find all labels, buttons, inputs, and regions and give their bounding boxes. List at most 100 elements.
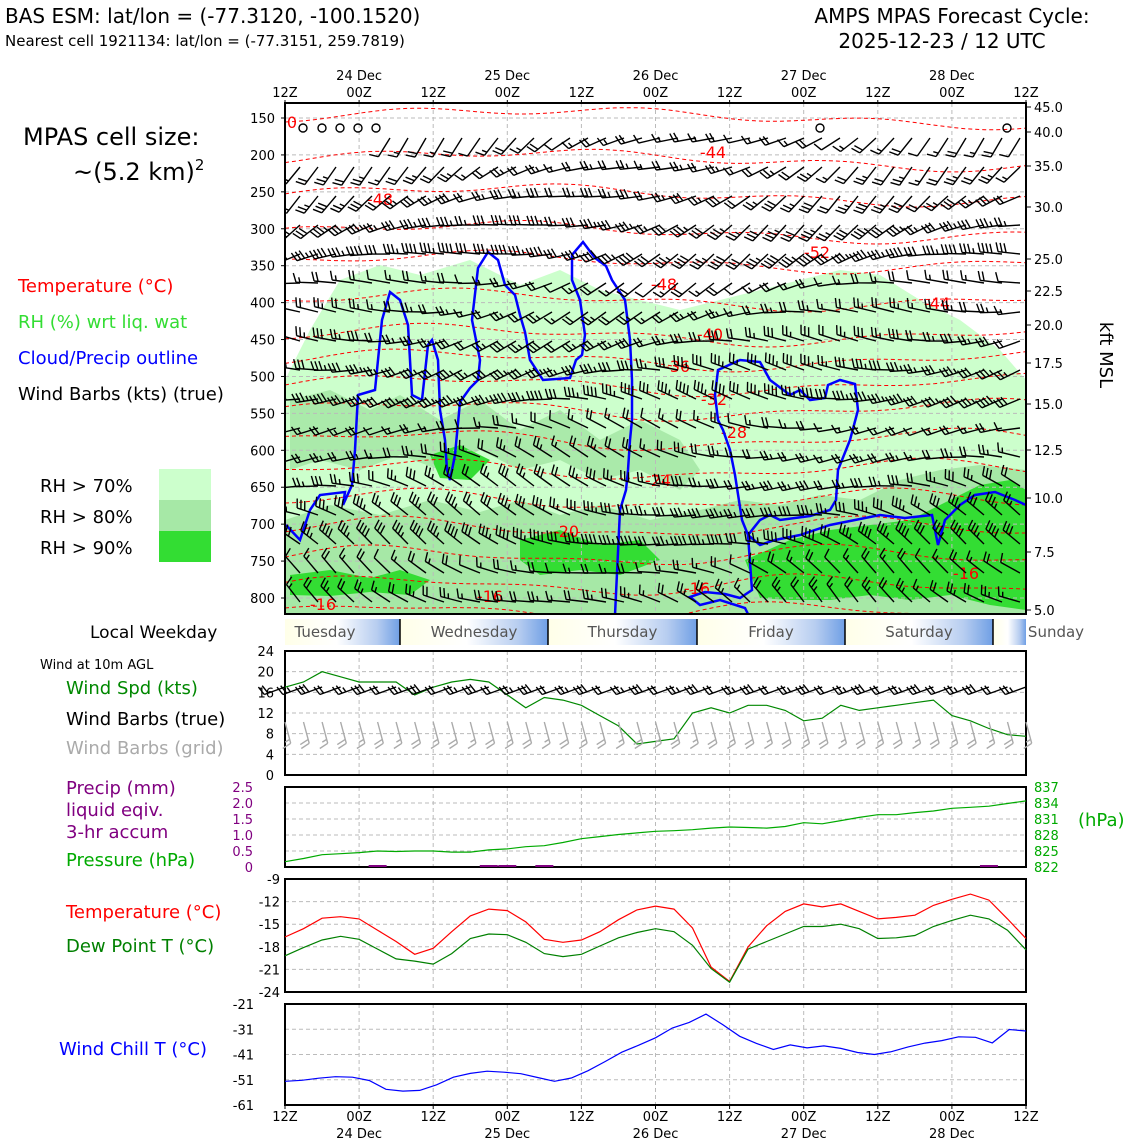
wind-barb-grid (1023, 721, 1033, 750)
profile-wind-barb (498, 463, 517, 487)
profile-wind-barb (362, 222, 391, 233)
profile-wind-barb (452, 340, 481, 351)
profile-wind-barb (543, 137, 571, 151)
profile-wind-barb (842, 548, 859, 574)
profile-wind-barb (722, 166, 751, 176)
profile-wind-barb (733, 577, 751, 603)
legend-rh70: RH > 70% (40, 476, 133, 497)
profile-wind-barb (975, 217, 1003, 229)
profile-wind-barb (580, 311, 607, 326)
profile-wind-barb (815, 224, 841, 242)
profile-wind-barb (938, 425, 967, 436)
chill-tick-label: -21 (233, 998, 254, 1013)
profile-wind-barb (542, 367, 571, 378)
profile-wind-barb (800, 353, 823, 371)
profile-wind-barb (478, 523, 499, 545)
wind-barb-grid (633, 721, 644, 750)
precip-bar (498, 865, 517, 867)
wind-barb-grid (855, 721, 866, 750)
profile-wind-barb (983, 551, 1003, 574)
profile-wind-barb (285, 427, 301, 433)
profile-wind-barb (888, 195, 913, 214)
profile-wind-barb (871, 166, 895, 186)
profile-wind-barb (295, 166, 319, 186)
profile-wind-barb (795, 452, 823, 463)
profile-wind-barb (780, 384, 805, 400)
bottom-date-label: 26 Dec (633, 1127, 679, 1140)
top-tick-label: 12Z (717, 86, 743, 101)
profile-wind-barb (714, 578, 733, 603)
wind-barb-true (906, 683, 934, 696)
wind-barb-true (517, 683, 545, 696)
profile-wind-barb (814, 388, 841, 400)
profile-wind-barb (890, 166, 913, 186)
profile-wind-barb (778, 419, 805, 429)
precip-tick-label: 0 (245, 861, 253, 876)
profile-wind-barb (866, 453, 895, 464)
profile-wind-barb (296, 498, 319, 516)
pressure-tick-label: 300 (250, 223, 275, 238)
profile-wind-barb (619, 586, 643, 603)
profile-wind-barb (633, 253, 661, 268)
profile-wind-barb (895, 577, 913, 603)
profile-wind-barb (285, 224, 301, 240)
profile-wind-barb (782, 352, 805, 371)
profile-wind-barb (836, 325, 859, 342)
calm-wind-circle (1002, 123, 1012, 133)
pressure-tick-label: 400 (250, 297, 275, 312)
temperature-contour (285, 372, 1026, 398)
profile-wind-barb (853, 325, 877, 342)
profile-wind-barb (653, 473, 679, 487)
profile-wind-barb (977, 444, 1003, 458)
bottom-tick-label: 12Z (865, 1110, 891, 1125)
wind-barb-true (461, 683, 490, 696)
profile-wind-barb (816, 298, 841, 313)
profile-wind-barb (473, 417, 499, 429)
temperature-contour (285, 287, 1026, 313)
profile-wind-barb (780, 195, 805, 213)
weekday-day-label: Sunday (1028, 623, 1084, 641)
profile-wind-barb (526, 137, 553, 153)
weekday-day-label: Friday (748, 623, 794, 641)
profile-wind-barb (691, 557, 715, 574)
top-tick-label: 00Z (495, 86, 521, 101)
weekday-label: Local Weekday (90, 623, 217, 643)
legend-swatch-rh80 (159, 500, 211, 531)
profile-wind-barb (364, 244, 391, 255)
profile-wind-barb (851, 137, 877, 154)
profile-wind-barb (390, 492, 409, 516)
profile-wind-barb (423, 137, 445, 158)
profile-wind-barb (759, 166, 787, 179)
calm-wind-circle (815, 123, 825, 133)
profile-wind-barb (533, 463, 553, 487)
profile-wind-barb (931, 548, 949, 574)
profile-wind-barb (981, 137, 1003, 158)
profile-wind-barb (309, 224, 337, 238)
profile-wind-barb (321, 547, 337, 574)
profile-wind-barb (391, 519, 409, 545)
profile-wind-barb (997, 442, 1021, 458)
profile-wind-barb (710, 556, 733, 574)
profile-wind-barb (906, 472, 931, 487)
profile-wind-barb (309, 392, 337, 405)
profile-wind-barb (312, 327, 337, 342)
profile-wind-barb (742, 195, 769, 211)
profile-wind-barb (956, 397, 985, 409)
profile-wind-barb (762, 224, 787, 242)
profile-wind-barb (315, 496, 337, 516)
wind-barb-grid (541, 721, 551, 750)
profile-wind-barb (944, 468, 967, 487)
profile-wind-barb (687, 133, 715, 143)
profile-wind-barb (399, 335, 427, 347)
profile-wind-barb (346, 330, 373, 342)
kft-tick-label: 17.5 (1034, 357, 1063, 372)
profile-wind-barb (546, 530, 571, 545)
profile-wind-barb (507, 311, 535, 323)
profile-wind-barb (333, 495, 355, 516)
bottom-tick-label: 12Z (1013, 1110, 1039, 1125)
profile-wind-barb (832, 137, 859, 153)
profile-wind-barb (632, 337, 661, 348)
pressure-tick-label: 825 (1034, 845, 1059, 860)
profile-wind-barb (651, 224, 679, 237)
profile-wind-barb (906, 297, 931, 313)
